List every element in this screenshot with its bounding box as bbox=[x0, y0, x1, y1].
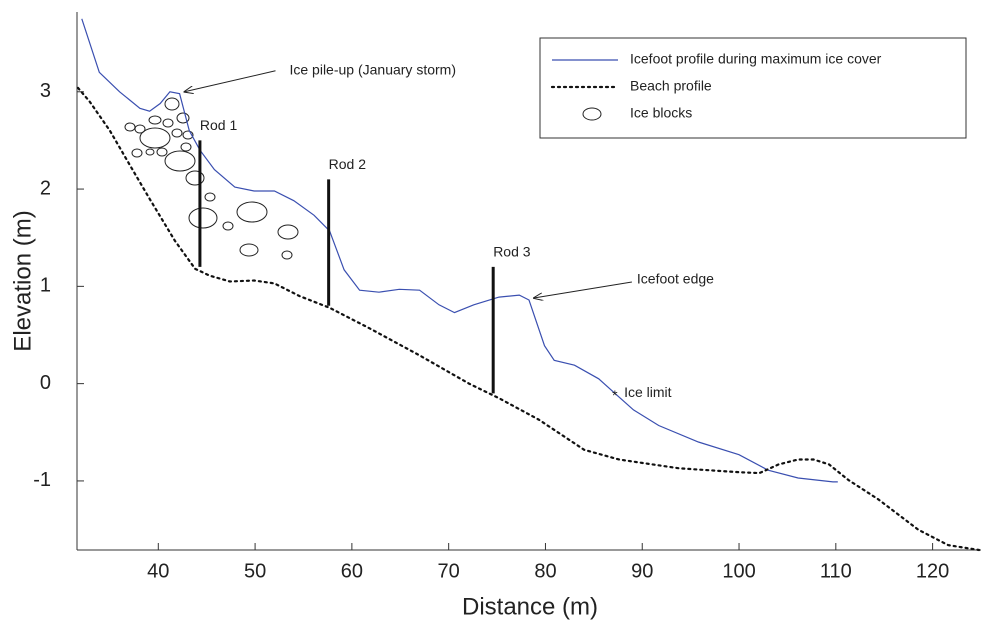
ice-block bbox=[156, 147, 168, 157]
legend: Icefoot profile during maximum ice cover… bbox=[539, 37, 967, 139]
ice-block bbox=[139, 127, 171, 149]
y-tick-label: -1 bbox=[33, 469, 51, 491]
x-tick-label: 80 bbox=[534, 560, 556, 582]
ice-block bbox=[281, 250, 293, 260]
legend-box bbox=[539, 37, 967, 139]
y-tick-label: 2 bbox=[40, 177, 51, 199]
y-axis-label: Elevation (m) bbox=[9, 210, 36, 351]
ice-block bbox=[148, 115, 162, 125]
ice-block bbox=[222, 221, 234, 231]
ice-block bbox=[204, 192, 216, 202]
rod-label: Rod 3 bbox=[493, 244, 531, 260]
x-tick-label: 110 bbox=[820, 560, 852, 582]
ice-block bbox=[164, 97, 180, 111]
y-tick-label: 3 bbox=[40, 80, 51, 102]
x-tick-label: 60 bbox=[341, 560, 363, 582]
x-tick-label: 90 bbox=[631, 560, 653, 582]
series-line bbox=[76, 86, 981, 552]
ice-block bbox=[239, 243, 259, 257]
rod-label: Rod 1 bbox=[200, 117, 238, 133]
x-tick-label: 120 bbox=[916, 560, 949, 582]
annotation-marker: * bbox=[612, 387, 618, 403]
annotation-label: Icefoot edge bbox=[637, 271, 714, 287]
ice-block bbox=[277, 224, 299, 240]
rod-label: Rod 2 bbox=[329, 156, 367, 172]
ice-block bbox=[188, 207, 218, 229]
ice-block bbox=[185, 170, 205, 186]
y-tick-label: 1 bbox=[40, 275, 51, 297]
legend-label: Ice blocks bbox=[630, 105, 692, 121]
ice-block bbox=[176, 112, 190, 124]
annotation-label: Ice pile-up (January storm) bbox=[289, 61, 456, 77]
ice-blocks bbox=[124, 97, 299, 260]
x-tick-label: 50 bbox=[244, 560, 266, 582]
x-tick-label: 40 bbox=[147, 560, 169, 582]
x-tick-label: 70 bbox=[438, 560, 460, 582]
ice-block bbox=[124, 122, 136, 132]
series-line bbox=[81, 18, 838, 483]
annotation-arrow bbox=[184, 70, 276, 92]
ice-block bbox=[236, 201, 268, 223]
ice-block bbox=[180, 142, 192, 152]
ice-block bbox=[171, 128, 183, 138]
ice-block bbox=[162, 118, 174, 128]
annotation-arrow bbox=[534, 281, 632, 298]
legend-swatch bbox=[582, 107, 602, 121]
ice-block bbox=[131, 148, 143, 158]
y-tick-label: 0 bbox=[40, 372, 51, 394]
legend-label: Icefoot profile during maximum ice cover bbox=[630, 51, 882, 67]
legend-label: Beach profile bbox=[630, 78, 712, 94]
ice-block bbox=[145, 148, 155, 156]
x-axis-label: Distance (m) bbox=[462, 593, 598, 620]
ice-block bbox=[134, 124, 146, 134]
ice-block bbox=[182, 130, 194, 140]
x-tick-label: 100 bbox=[722, 560, 755, 582]
ice-block bbox=[164, 150, 196, 172]
annotation-label: Ice limit bbox=[624, 384, 672, 400]
